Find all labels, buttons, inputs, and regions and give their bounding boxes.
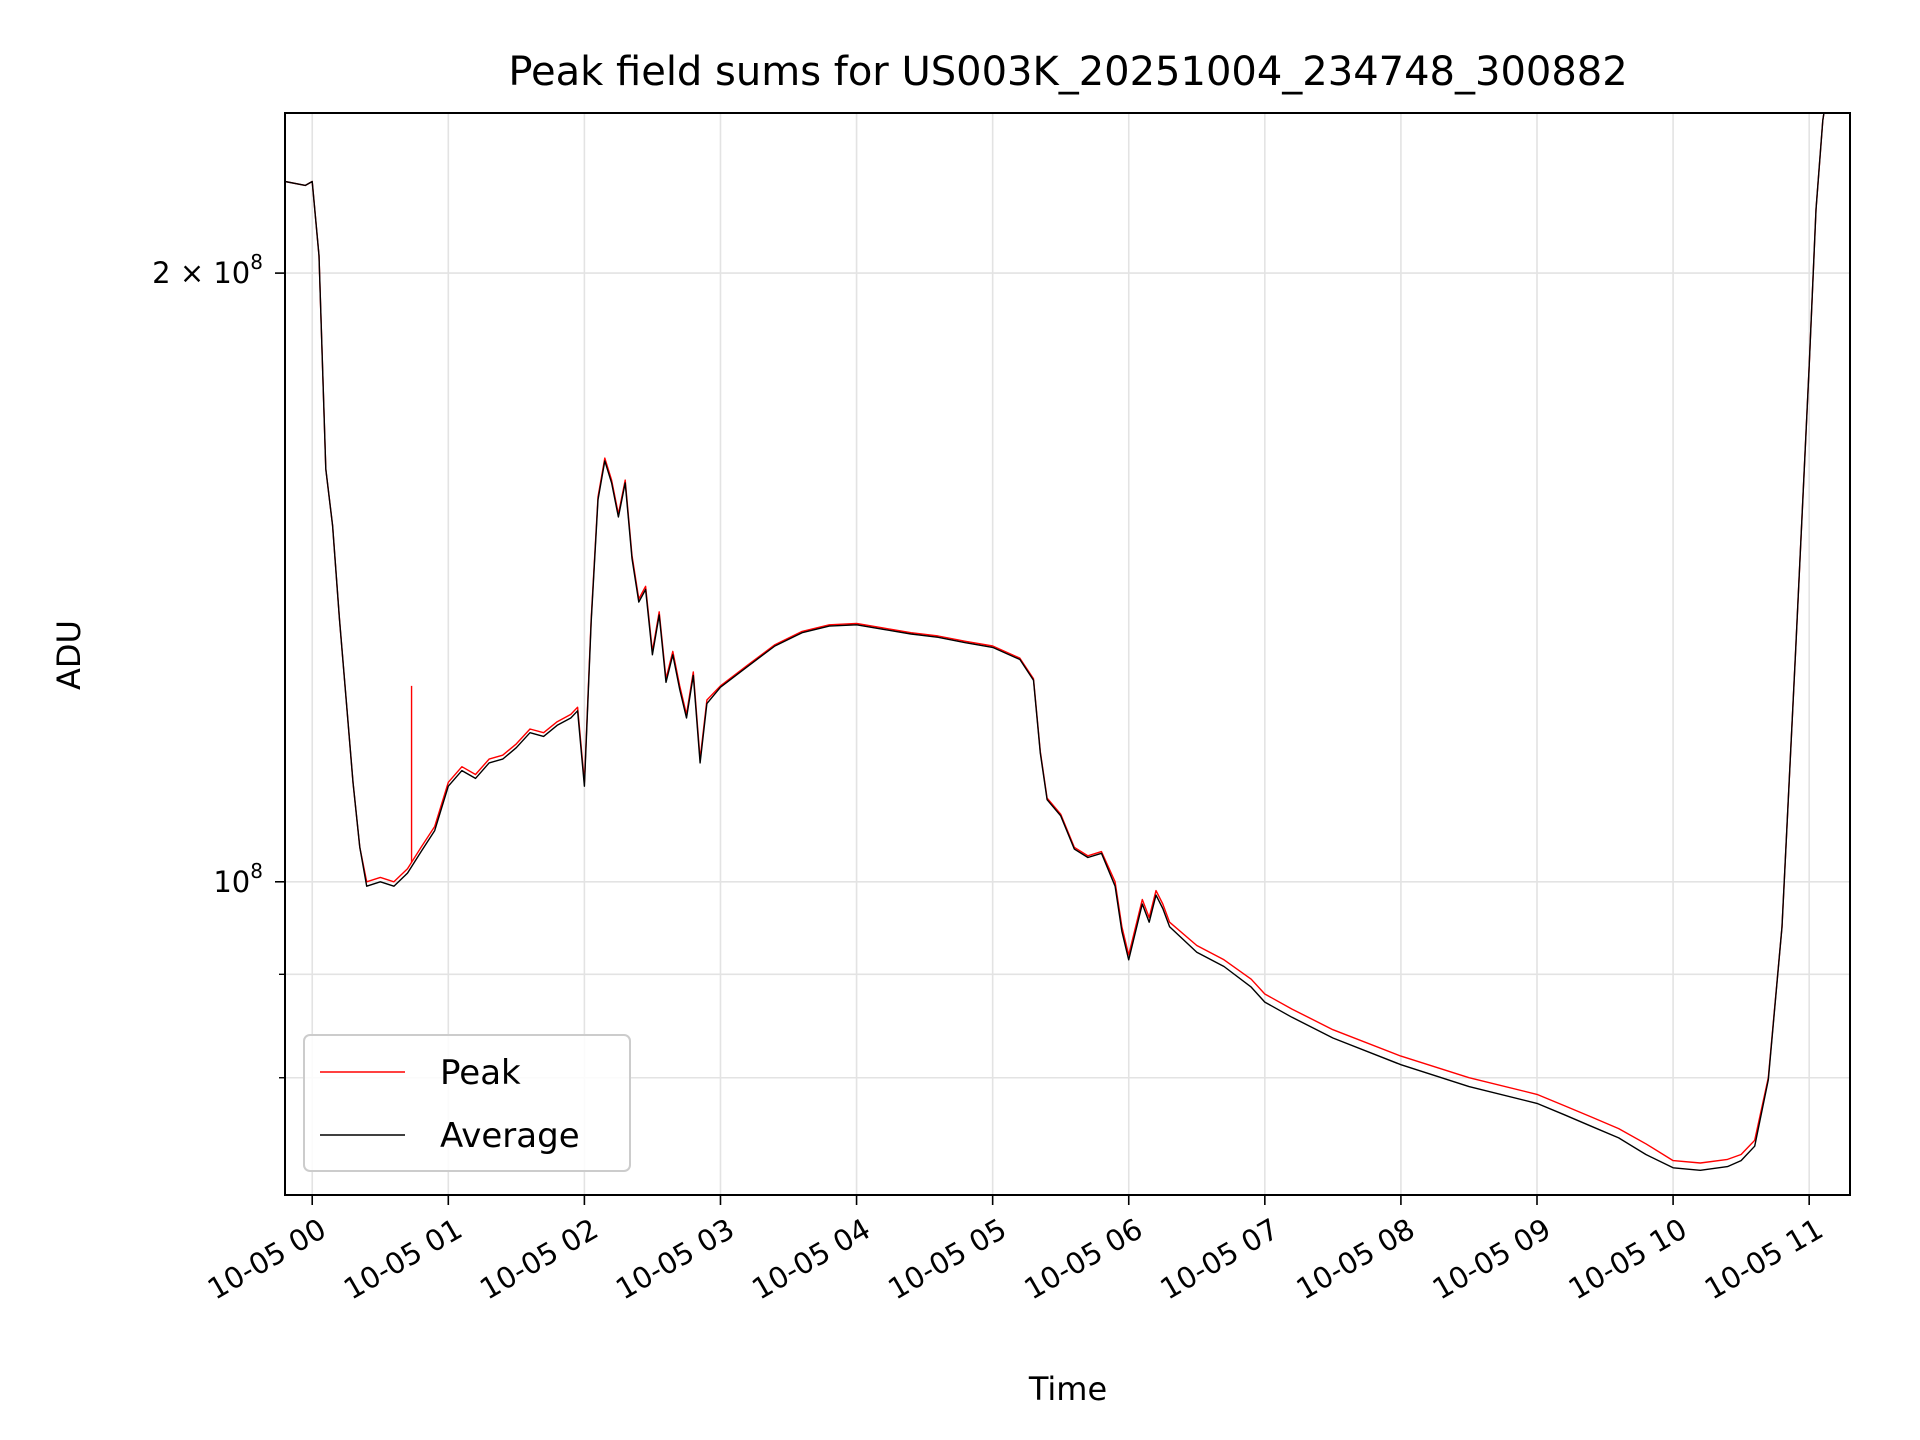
y-tick-label: 2 × 108: [152, 250, 263, 290]
plot-frame: [284, 112, 1851, 1196]
y-tick-label: 108: [213, 859, 263, 899]
series-line-average: [285, 113, 1825, 1172]
series-layer: [285, 113, 1825, 1172]
chart-title: Peak field sums for US003K_20251004_2347…: [508, 49, 1627, 95]
legend: Peak Average: [303, 1034, 631, 1172]
y-axis-title: ADU: [50, 620, 88, 690]
legend-peak-label: Peak: [440, 1053, 521, 1093]
x-axis-title: Time: [1028, 1370, 1107, 1408]
series-line-peak: [285, 113, 1825, 1164]
legend-average-label: Average: [440, 1116, 580, 1156]
grid: [285, 113, 1850, 1195]
legend-box: [303, 1034, 631, 1172]
